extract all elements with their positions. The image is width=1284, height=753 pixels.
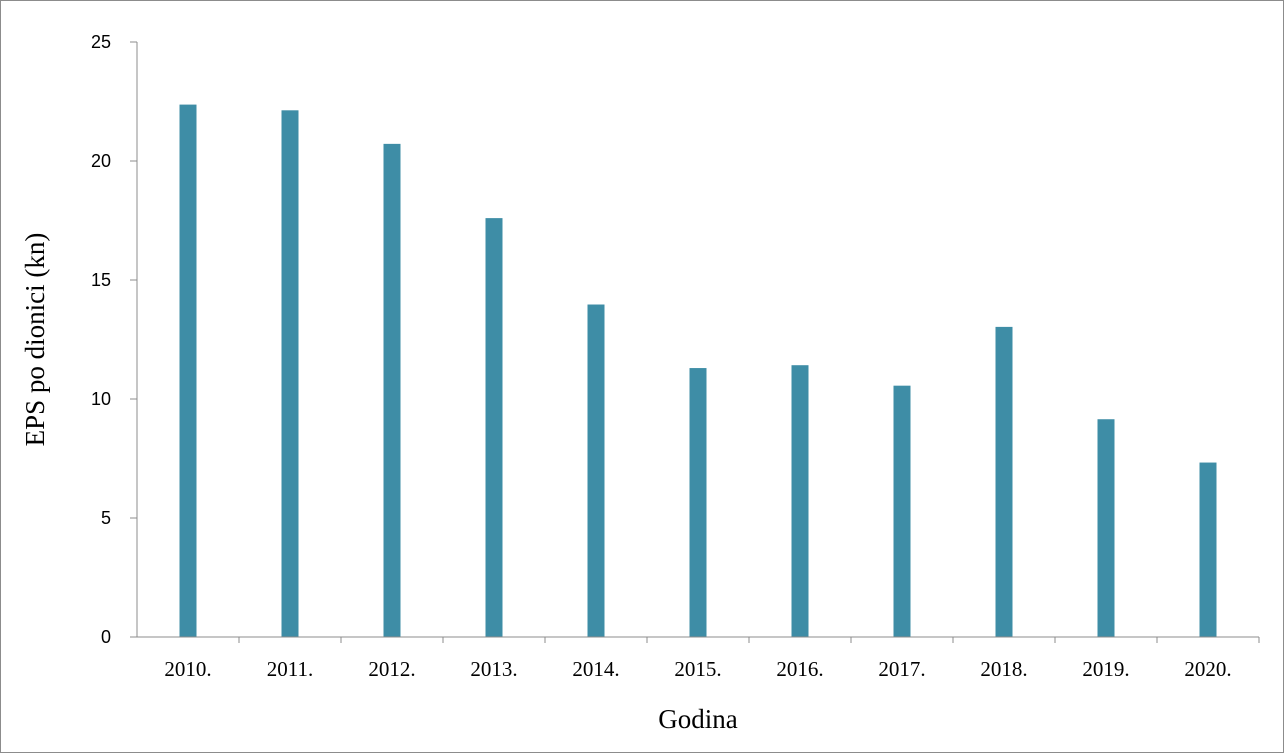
x-axis-ticks: 2010. 2011. 2012. 2013. 2014. 2015. 2016. 2017.… [164,637,1260,681]
bars-group [179,104,1217,638]
y-tick-label: 10 [91,389,111,409]
x-tick-label: 2015. [674,657,721,681]
bar-2019 [1097,419,1115,637]
x-axis-title: Godina [658,704,738,734]
y-axis-ticks: 0 5 10 15 20 25 [91,32,137,647]
bar-2015 [689,368,707,637]
bar-2016 [791,365,809,637]
bar-2017 [893,385,911,637]
x-tick-label: 2010. [164,657,211,681]
x-tick-label: 2017. [878,657,925,681]
bar-2020 [1199,462,1217,637]
y-tick-label: 25 [91,32,111,52]
y-tick-label: 15 [91,270,111,290]
bar-2014 [587,304,605,637]
x-tick-label: 2020. [1184,657,1231,681]
x-tick-label: 2011. [267,657,313,681]
y-tick-label: 20 [91,151,111,171]
bar-2010 [179,104,197,638]
bar-2011 [281,110,299,637]
x-tick-label: 2018. [980,657,1027,681]
y-axis-title: EPS po dionici (kn) [20,233,50,447]
bar-2018 [995,326,1013,637]
x-tick-label: 2016. [776,657,823,681]
x-tick-label: 2013. [470,657,517,681]
y-tick-label: 0 [101,627,111,647]
y-tick-label: 5 [101,508,111,528]
x-tick-label: 2019. [1082,657,1129,681]
x-tick-label: 2014. [572,657,619,681]
x-tick-label: 2012. [368,657,415,681]
bar-2012 [383,143,401,637]
bar-2013 [485,218,503,637]
